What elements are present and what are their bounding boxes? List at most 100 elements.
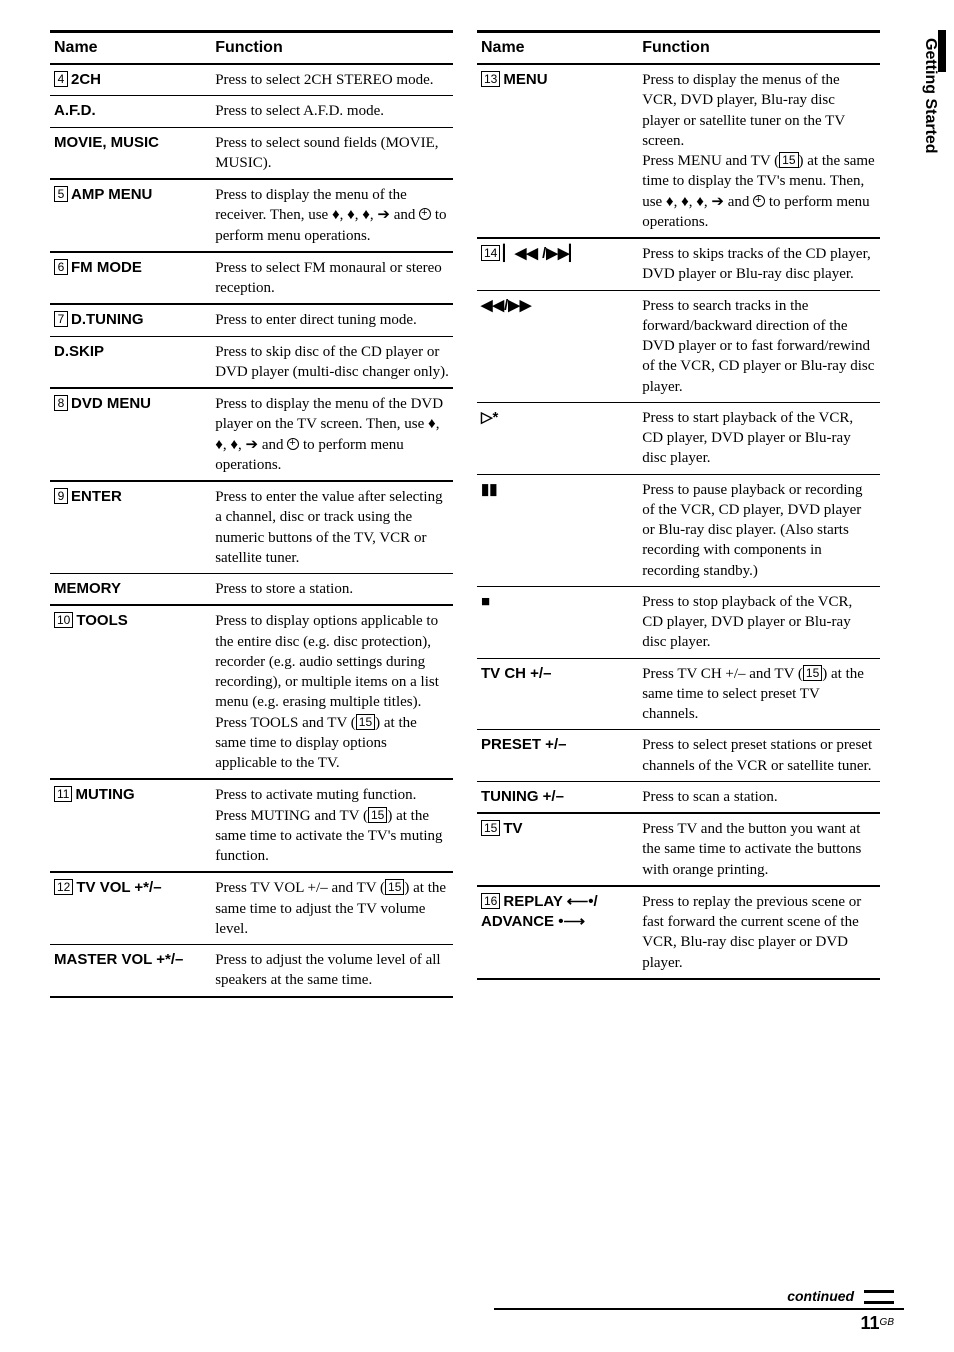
row-function: Press to store a station. [211, 574, 453, 606]
row-function: Press TV and the button you want at the … [638, 813, 880, 886]
ref-number-icon: 16 [481, 893, 500, 909]
row-label: 42CH [50, 64, 211, 96]
row-label: ■ [477, 586, 638, 658]
row-label: ◀◀/▶▶ [477, 290, 638, 402]
continued-label: continued [787, 1288, 894, 1304]
table-row: A.F.D.Press to select A.F.D. mode. [50, 96, 453, 127]
content-columns: Name Function 42CHPress to select 2CH ST… [50, 30, 904, 998]
table-row: 10TOOLSPress to display options applicab… [50, 605, 453, 779]
table-row: 15TVPress TV and the button you want at … [477, 813, 880, 886]
ref-number-icon: 9 [54, 488, 68, 504]
row-label: 6FM MODE [50, 252, 211, 305]
right-column: Name Function 13MENUPress to display the… [477, 30, 880, 998]
table-row: ◀◀/▶▶Press to search tracks in the forwa… [477, 290, 880, 402]
section-tab-label: Getting Started [921, 38, 939, 154]
header-function: Function [211, 32, 453, 65]
table-row: ▮▮Press to pause playback or recording o… [477, 474, 880, 586]
table-row: MASTER VOL +*/–Press to adjust the volum… [50, 945, 453, 997]
row-label: 16REPLAY ⟵•/ADVANCE •⟶ [477, 886, 638, 979]
row-function: Press to display the menu of the receive… [211, 179, 453, 252]
table-row: 14▏◀◀ /▶▶▏Press to skips tracks of the C… [477, 238, 880, 290]
row-function: Press to select preset stations or prese… [638, 730, 880, 782]
table-row: 5AMP MENUPress to display the menu of th… [50, 179, 453, 252]
ref-number-icon: 6 [54, 259, 68, 275]
row-label: A.F.D. [50, 96, 211, 127]
ref-number-icon: 13 [481, 71, 500, 87]
row-label: 12TV VOL +*/– [50, 872, 211, 944]
ref-number-icon: 11 [54, 786, 72, 802]
ref-number-icon: 15 [481, 820, 500, 836]
row-label: ▮▮ [477, 474, 638, 586]
enter-circle-icon [753, 195, 765, 207]
row-function: Press to search tracks in the forward/ba… [638, 290, 880, 402]
row-function: Press to replay the previous scene or fa… [638, 886, 880, 979]
table-row: ■Press to stop playback of the VCR, CD p… [477, 586, 880, 658]
row-label: 10TOOLS [50, 605, 211, 779]
row-function: Press TV CH +/– and TV (15) at the same … [638, 658, 880, 730]
table-row: MOVIE, MUSICPress to select sound fields… [50, 127, 453, 179]
row-label: 15TV [477, 813, 638, 886]
left-table: Name Function 42CHPress to select 2CH ST… [50, 30, 453, 998]
row-label: 8DVD MENU [50, 388, 211, 481]
table-row: TV CH +/–Press TV CH +/– and TV (15) at … [477, 658, 880, 730]
row-function: Press to adjust the volume level of all … [211, 945, 453, 997]
row-label: 13MENU [477, 64, 638, 238]
row-function: Press to display options applicable to t… [211, 605, 453, 779]
ref-number-icon: 14 [481, 245, 500, 261]
table-row: ▷*Press to start playback of the VCR, CD… [477, 402, 880, 474]
table-row: 6FM MODEPress to select FM monaural or s… [50, 252, 453, 305]
row-function: Press to enter the value after selecting… [211, 481, 453, 574]
page-number: 11GB [861, 1313, 894, 1334]
table-row: PRESET +/–Press to select preset station… [477, 730, 880, 782]
row-label: D.SKIP [50, 336, 211, 388]
row-label: 7D.TUNING [50, 304, 211, 336]
row-function: Press to display the menu of the DVD pla… [211, 388, 453, 481]
table-row: 13MENUPress to display the menus of the … [477, 64, 880, 238]
row-label: PRESET +/– [477, 730, 638, 782]
row-function: Press to select FM monaural or stereo re… [211, 252, 453, 305]
ref-number-icon: 5 [54, 186, 68, 202]
row-label: MEMORY [50, 574, 211, 606]
page-footer-rule [494, 1308, 904, 1310]
row-label: ▷* [477, 402, 638, 474]
table-row: TUNING +/–Press to scan a station. [477, 781, 880, 813]
row-function: Press to pause playback or recording of … [638, 474, 880, 586]
row-function: Press to scan a station. [638, 781, 880, 813]
table-row: MEMORYPress to store a station. [50, 574, 453, 606]
table-row: 42CHPress to select 2CH STEREO mode. [50, 64, 453, 96]
row-label: TUNING +/– [477, 781, 638, 813]
header-name: Name [50, 32, 211, 65]
row-function: Press to display the menus of the VCR, D… [638, 64, 880, 238]
table-row: 16REPLAY ⟵•/ADVANCE •⟶Press to replay th… [477, 886, 880, 979]
enter-circle-icon [419, 208, 431, 220]
row-function: Press to start playback of the VCR, CD p… [638, 402, 880, 474]
row-label: MASTER VOL +*/– [50, 945, 211, 997]
table-row: 9ENTERPress to enter the value after sel… [50, 481, 453, 574]
row-label: 9ENTER [50, 481, 211, 574]
ref-number-icon: 8 [54, 395, 68, 411]
table-row: D.SKIPPress to skip disc of the CD playe… [50, 336, 453, 388]
row-function: Press TV VOL +/– and TV (15) at the same… [211, 872, 453, 944]
row-label: 5AMP MENU [50, 179, 211, 252]
row-function: Press to activate muting function.Press … [211, 779, 453, 872]
table-row: 8DVD MENUPress to display the menu of th… [50, 388, 453, 481]
row-function: Press to select A.F.D. mode. [211, 96, 453, 127]
section-tab: Getting Started [916, 30, 944, 210]
row-function: Press to select 2CH STEREO mode. [211, 64, 453, 96]
left-column: Name Function 42CHPress to select 2CH ST… [50, 30, 453, 998]
ref-number-icon: 12 [54, 879, 73, 895]
row-label: MOVIE, MUSIC [50, 127, 211, 179]
header-name: Name [477, 32, 638, 65]
table-row: 7D.TUNINGPress to enter direct tuning mo… [50, 304, 453, 336]
row-label: 14▏◀◀ /▶▶▏ [477, 238, 638, 290]
row-function: Press to skip disc of the CD player or D… [211, 336, 453, 388]
row-function: Press to enter direct tuning mode. [211, 304, 453, 336]
table-row: 12TV VOL +*/–Press TV VOL +/– and TV (15… [50, 872, 453, 944]
ref-number-icon: 7 [54, 311, 68, 327]
enter-circle-icon [287, 438, 299, 450]
row-function: Press to stop playback of the VCR, CD pl… [638, 586, 880, 658]
header-function: Function [638, 32, 880, 65]
row-function: Press to skips tracks of the CD player, … [638, 238, 880, 290]
row-label: TV CH +/– [477, 658, 638, 730]
table-row: 11MUTINGPress to activate muting functio… [50, 779, 453, 872]
